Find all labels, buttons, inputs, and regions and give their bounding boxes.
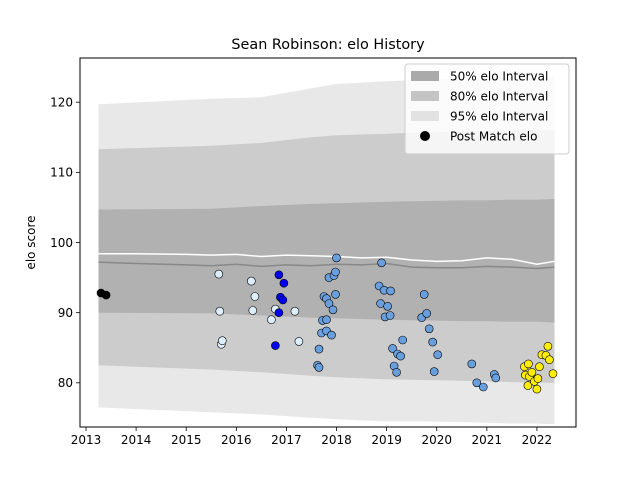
data-point (524, 359, 533, 369)
data-point (101, 290, 111, 300)
data-point (433, 350, 443, 360)
y-tick-label: 90 (58, 306, 73, 320)
data-point (331, 290, 340, 299)
x-tick-label: 2017 (271, 433, 302, 447)
data-point (385, 311, 395, 320)
x-tick-label: 2022 (522, 433, 553, 447)
legend-swatch (411, 111, 439, 121)
data-point (214, 269, 224, 279)
data-point (327, 330, 336, 340)
legend-label: 95% elo Interval (450, 109, 548, 123)
data-point (428, 337, 438, 347)
data-point (383, 301, 392, 311)
data-point (314, 363, 324, 372)
legend-label: 80% elo Interval (450, 89, 548, 103)
data-point (386, 286, 395, 296)
y-axis: 80 90 100 110 120 (50, 95, 80, 390)
data-point (545, 355, 554, 365)
data-point (533, 374, 543, 383)
x-tick-label: 2016 (221, 433, 252, 447)
data-point (424, 324, 434, 334)
data-point (491, 373, 501, 383)
elo-points (96, 253, 558, 394)
data-point (322, 315, 331, 325)
data-point (332, 253, 341, 263)
data-point (331, 267, 340, 277)
data-point (248, 306, 258, 315)
data-point (250, 292, 260, 301)
x-tick-label: 2018 (321, 433, 352, 447)
legend: 50% elo Interval 80% elo Interval 95% elo … (404, 63, 570, 155)
data-point (429, 367, 439, 376)
data-point (218, 336, 227, 346)
legend-swatch (411, 71, 439, 81)
data-point (548, 369, 558, 379)
band-50 (98, 199, 555, 323)
x-axis: 2013 2014 2015 2016 2017 2018 2019 2020 2021 2022 (71, 427, 552, 447)
data-point (274, 308, 284, 318)
y-tick-label: 80 (58, 376, 73, 390)
chart-title: Sean Robinson: elo History (231, 37, 425, 53)
legend-box (404, 63, 570, 155)
data-point (271, 341, 280, 350)
x-tick-label: 2021 (472, 433, 503, 447)
data-point (532, 384, 542, 394)
data-point (267, 315, 276, 325)
data-point (290, 306, 300, 316)
data-point (422, 309, 432, 318)
data-point (294, 337, 304, 346)
x-tick-label: 2019 (371, 433, 402, 447)
data-point (328, 305, 338, 315)
y-tick-label: 120 (50, 95, 73, 109)
data-point (467, 359, 477, 369)
data-point (377, 258, 386, 268)
data-point (324, 299, 334, 308)
data-point (215, 306, 225, 316)
data-point (396, 351, 405, 361)
data-point (535, 362, 544, 372)
data-point (472, 378, 482, 388)
legend-marker (420, 131, 430, 141)
y-tick-label: 110 (50, 166, 73, 180)
data-point (314, 344, 324, 354)
data-point (392, 367, 401, 377)
legend-swatch (411, 91, 439, 101)
y-tick-label: 100 (50, 236, 73, 250)
data-point (523, 381, 533, 390)
data-point (478, 382, 488, 392)
y-axis-label: elo score (24, 215, 38, 269)
data-point (274, 270, 284, 280)
data-point (247, 276, 256, 286)
data-point (527, 367, 537, 377)
data-point (398, 335, 408, 345)
legend-label: Post Match elo (450, 129, 537, 143)
trend-lines (98, 252, 555, 270)
x-tick-label: 2020 (421, 433, 452, 447)
median-line (98, 261, 555, 270)
data-point (388, 344, 397, 353)
data-point (419, 290, 429, 299)
x-tick-label: 2015 (171, 433, 202, 447)
legend-label: 50% elo Interval (450, 69, 548, 83)
x-tick-label: 2014 (121, 433, 152, 447)
data-point (279, 278, 289, 288)
x-tick-label: 2013 (71, 433, 102, 447)
mean-line (98, 252, 555, 265)
data-point (543, 341, 553, 351)
data-point (278, 295, 288, 305)
